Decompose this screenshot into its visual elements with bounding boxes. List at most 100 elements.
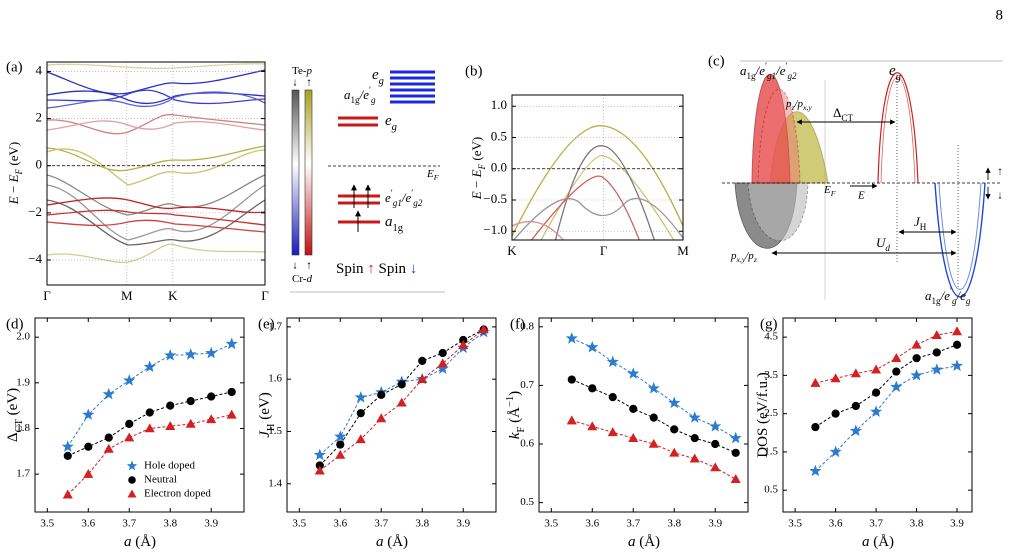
text-part: − <box>6 182 21 196</box>
path <box>530 175 640 240</box>
p-band-lower <box>747 182 809 242</box>
marker <box>669 447 680 457</box>
path <box>47 219 265 233</box>
y-axis-label: JH (eV) <box>257 392 276 438</box>
y-tick-label: −2 <box>28 204 42 219</box>
path <box>47 148 265 186</box>
marker <box>104 433 113 442</box>
marker <box>83 469 94 478</box>
text-part: p <box>785 98 792 110</box>
text-part: a <box>385 214 393 230</box>
y-tick-label: −1.0 <box>483 222 507 237</box>
marker <box>710 462 721 472</box>
legend-marker <box>126 460 138 471</box>
marker <box>952 340 962 349</box>
y-tick-label: 1.7 <box>16 468 30 480</box>
marker <box>62 489 73 499</box>
series-line <box>319 329 484 466</box>
text-part: d <box>885 243 890 253</box>
x-tick-label: Γ <box>600 243 608 258</box>
text-part: a <box>376 534 384 550</box>
text-part: Te- <box>292 65 307 77</box>
text-part: /e <box>401 190 412 205</box>
text-part: a <box>740 63 747 78</box>
schematic-label: ΔCT <box>833 105 853 123</box>
text-part: CT <box>14 418 25 432</box>
marker <box>608 393 617 402</box>
x-tick-label: 3.7 <box>122 518 136 530</box>
panel-label: (d) <box>6 316 24 332</box>
path <box>47 243 265 264</box>
marker <box>103 443 114 453</box>
marker <box>186 396 195 406</box>
y-tick-label: 1.5 <box>268 425 282 437</box>
marker <box>932 348 941 357</box>
marker <box>165 421 176 430</box>
text-part: (eV) <box>5 388 21 419</box>
x-tick-label: Γ <box>43 288 51 303</box>
level-label: eg <box>385 113 397 132</box>
text-part: a <box>862 534 870 550</box>
legend-label: Neutral <box>144 474 177 486</box>
text-part: 1g <box>351 95 361 105</box>
text-part: F <box>433 173 439 182</box>
colorbar-label: Cr-d <box>292 273 312 285</box>
text-part: 1g <box>747 71 757 81</box>
text-part: a <box>925 288 932 303</box>
panel-label: (e) <box>258 316 275 332</box>
series-line <box>319 331 485 456</box>
path <box>47 89 265 105</box>
marker <box>912 354 921 363</box>
text-part: /p <box>794 98 804 110</box>
x-tick-label: 3.5 <box>788 518 802 530</box>
text-part: 1g <box>932 296 942 306</box>
marker <box>227 387 236 397</box>
y-axis-label: E − EF (eV) <box>6 142 24 205</box>
text-part: e <box>372 67 379 83</box>
level-lines <box>338 70 435 224</box>
spin-label: ↑ <box>997 166 1003 178</box>
energy-arrows <box>771 119 991 256</box>
y-tick-label: 0.8 <box>520 320 534 332</box>
text-part: k <box>507 432 523 439</box>
path <box>47 120 265 131</box>
marker <box>627 367 640 379</box>
path <box>512 220 565 240</box>
marker <box>849 424 862 437</box>
marker <box>205 346 218 359</box>
path <box>554 145 656 240</box>
page-number: 8 <box>996 7 1004 23</box>
level-label: e′g1/e′g2 <box>385 188 423 208</box>
marker <box>711 439 720 449</box>
level-label: a1g <box>385 214 404 233</box>
text-part: Δ <box>5 432 21 442</box>
text-part: ↓ <box>410 261 418 277</box>
marker <box>418 356 427 365</box>
marker <box>356 409 365 418</box>
marker <box>811 422 820 432</box>
marker <box>648 438 659 448</box>
marker <box>125 419 134 429</box>
marker <box>185 418 196 428</box>
marker <box>628 433 639 442</box>
marker <box>123 374 136 386</box>
schematic-label: pz/px,y <box>785 98 812 113</box>
text-part: 1g <box>393 223 404 234</box>
x-tick-label: 3.6 <box>333 518 347 530</box>
text-part: /e <box>359 87 370 102</box>
marker <box>458 340 469 349</box>
text-part: x,y <box>736 255 746 264</box>
marker <box>809 464 822 477</box>
y-tick-label: 1.6 <box>268 373 282 385</box>
colorbar <box>304 89 313 256</box>
path <box>47 174 265 216</box>
marker <box>831 409 840 418</box>
marker <box>709 420 722 432</box>
legend-marker <box>127 489 137 498</box>
panel-label: (g) <box>760 316 778 332</box>
y-tick-label: 3.5 <box>764 369 778 381</box>
text-part: −1 <box>505 396 516 407</box>
text-part: z <box>753 255 757 264</box>
text-part: (Å) <box>383 534 408 550</box>
marker <box>670 425 679 434</box>
